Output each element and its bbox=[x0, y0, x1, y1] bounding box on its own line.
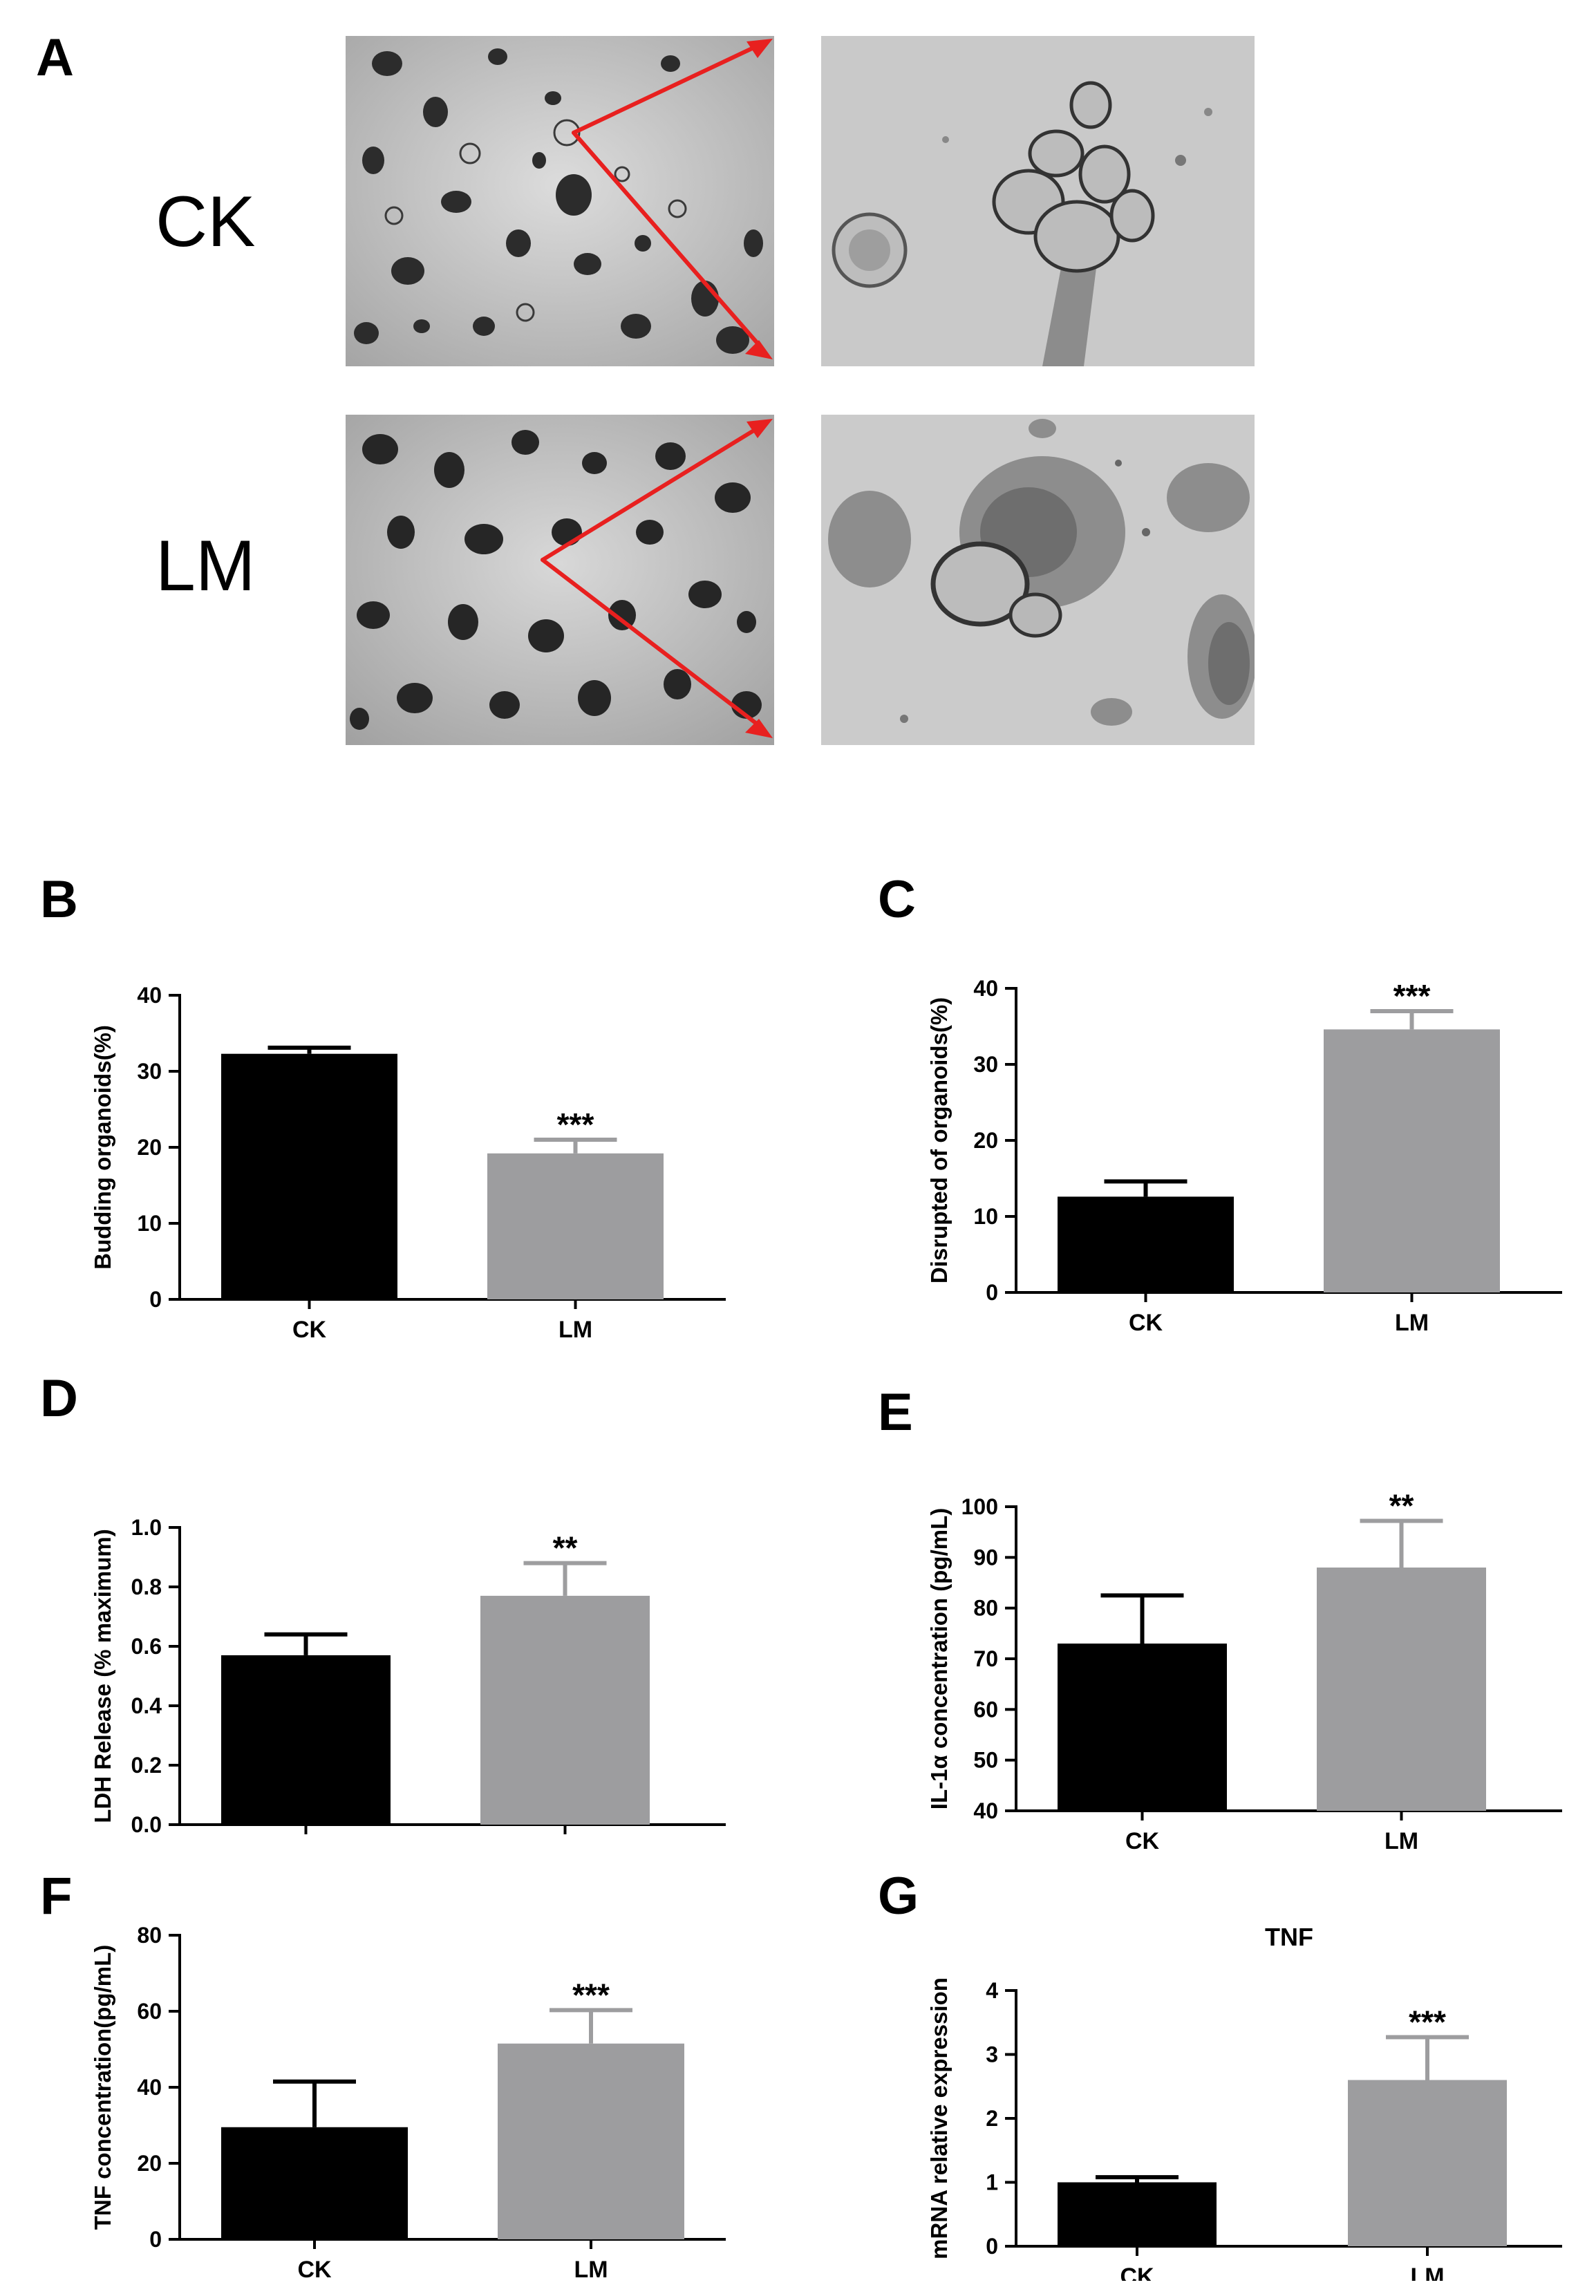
y-tick-label: 0.0 bbox=[131, 1812, 162, 1837]
significance-label-lm: ** bbox=[1389, 1488, 1414, 1524]
x-tick-label-ck: CK bbox=[297, 2257, 332, 2281]
x-tick-label-lm: LM bbox=[1384, 1828, 1418, 1852]
y-tick-label: 3 bbox=[986, 2042, 998, 2067]
bar-ck bbox=[1058, 1644, 1227, 1811]
chart-g: 0 1 2 3 4 mRNA relative expression TNF CK LM *** bbox=[926, 1923, 1562, 2281]
y-tick-label: 0.2 bbox=[131, 1753, 162, 1778]
y-tick-label: 70 bbox=[973, 1646, 998, 1671]
chart-e: 40 50 60 70 80 90 100 IL-1α concentration (pg/m… bbox=[926, 1488, 1562, 1852]
micrograph-ck-low bbox=[346, 36, 774, 366]
y-tick-label: 100 bbox=[961, 1494, 998, 1519]
y-tick-label: 40 bbox=[973, 1798, 998, 1823]
y-tick-label: 10 bbox=[973, 1204, 998, 1229]
y-tick-label: 40 bbox=[137, 983, 162, 1008]
significance-label-lm: *** bbox=[1393, 978, 1431, 1014]
bar-ck bbox=[1058, 1196, 1234, 1292]
significance-label-lm: *** bbox=[557, 1107, 594, 1142]
panel-letter-c: C bbox=[878, 870, 916, 929]
significance-label-lm: *** bbox=[572, 1977, 610, 2013]
bar-lm bbox=[1324, 1029, 1500, 1292]
y-tick-label: 20 bbox=[973, 1128, 998, 1153]
bar-lm bbox=[498, 2043, 684, 2239]
bar-lm bbox=[1317, 1568, 1486, 1811]
row-label-ck: CK bbox=[156, 182, 256, 262]
bar-lm bbox=[487, 1153, 664, 1299]
y-tick-label: 60 bbox=[137, 1999, 162, 2024]
micrograph-lm-high bbox=[821, 415, 1255, 745]
bar-lm bbox=[1348, 2080, 1507, 2246]
y-tick-label: 0 bbox=[149, 2227, 162, 2252]
x-tick-label-lm: LM bbox=[574, 2257, 608, 2281]
bar-ck bbox=[221, 1655, 391, 1825]
y-tick-label: 60 bbox=[973, 1697, 998, 1722]
panel-letter-a: A bbox=[36, 28, 74, 87]
chart-title: TNF bbox=[1265, 1923, 1313, 1951]
x-tick-label-ck: CK bbox=[1129, 1310, 1163, 1334]
chart-d: 0.0 0.2 0.4 0.6 0.8 1.0 LDH Release (% maximum… bbox=[90, 1515, 726, 1845]
y-axis-label: mRNA relative expression bbox=[926, 1977, 952, 2259]
x-tick-label-lm: LM bbox=[548, 1842, 582, 1845]
y-axis-label: IL-1α concentration (pg/mL) bbox=[926, 1508, 952, 1809]
bar-ck bbox=[1058, 2182, 1217, 2246]
y-tick-label: 2 bbox=[986, 2106, 998, 2131]
y-tick-label: 50 bbox=[973, 1748, 998, 1773]
y-axis-label: Budding organoids(%) bbox=[90, 1025, 115, 1270]
x-tick-label-lm: LM bbox=[558, 1317, 592, 1341]
y-axis-label: LDH Release (% maximum) bbox=[90, 1529, 115, 1823]
y-tick-label: 30 bbox=[137, 1059, 162, 1084]
micrograph-ck-high bbox=[821, 36, 1255, 366]
y-tick-label: 0.8 bbox=[131, 1574, 162, 1599]
significance-label-lm: ** bbox=[553, 1530, 578, 1566]
x-tick-label-ck: CK bbox=[289, 1842, 323, 1845]
panel-letter-g: G bbox=[878, 1867, 919, 1926]
panel-letter-b: B bbox=[40, 870, 78, 929]
chart-f: 0 20 40 60 80 TNF concentration(pg/mL) CK LM *** bbox=[90, 1923, 726, 2281]
y-tick-label: 0 bbox=[149, 1287, 162, 1312]
x-tick-label-ck: CK bbox=[1125, 1828, 1160, 1852]
x-tick-label-ck: CK bbox=[292, 1317, 327, 1341]
panel-letter-e: E bbox=[878, 1383, 913, 1442]
chart-c: 0 10 20 30 40 Disrupted of organoids(%) CK LM **… bbox=[926, 976, 1562, 1334]
row-label-lm: LM bbox=[156, 526, 256, 606]
y-tick-label: 90 bbox=[973, 1545, 998, 1570]
y-tick-label: 0 bbox=[986, 2234, 998, 2259]
y-tick-label: 10 bbox=[137, 1211, 162, 1236]
x-tick-label-lm: LM bbox=[1410, 2264, 1444, 2281]
x-tick-label-ck: CK bbox=[1120, 2264, 1154, 2281]
panel-letter-d: D bbox=[40, 1369, 78, 1428]
y-tick-label: 0.4 bbox=[131, 1693, 162, 1718]
bar-lm bbox=[480, 1595, 650, 1825]
y-tick-label: 20 bbox=[137, 1135, 162, 1160]
y-tick-label: 40 bbox=[137, 2075, 162, 2100]
y-axis-label: Disrupted of organoids(%) bbox=[926, 997, 952, 1283]
panel-letter-f: F bbox=[40, 1867, 73, 1926]
y-tick-label: 1 bbox=[986, 2170, 998, 2195]
y-tick-label: 40 bbox=[973, 976, 998, 1001]
y-tick-label: 30 bbox=[973, 1052, 998, 1077]
x-tick-label-lm: LM bbox=[1395, 1310, 1429, 1334]
y-tick-label: 80 bbox=[973, 1596, 998, 1621]
bar-ck bbox=[221, 1053, 397, 1299]
chart-b: 0 10 20 30 40 Budding organoids(%) CK LM *** bbox=[90, 983, 726, 1341]
y-axis-label: TNF concentration(pg/mL) bbox=[90, 1945, 115, 2230]
y-tick-label: 20 bbox=[137, 2151, 162, 2176]
y-tick-label: 80 bbox=[137, 1923, 162, 1948]
significance-label-lm: *** bbox=[1409, 2004, 1446, 2040]
bar-ck bbox=[221, 2127, 408, 2239]
y-tick-label: 0.6 bbox=[131, 1634, 162, 1659]
micrograph-lm-low bbox=[346, 415, 774, 745]
y-tick-label: 0 bbox=[986, 1280, 998, 1305]
y-tick-label: 1.0 bbox=[131, 1515, 162, 1540]
y-tick-label: 4 bbox=[986, 1978, 998, 2003]
